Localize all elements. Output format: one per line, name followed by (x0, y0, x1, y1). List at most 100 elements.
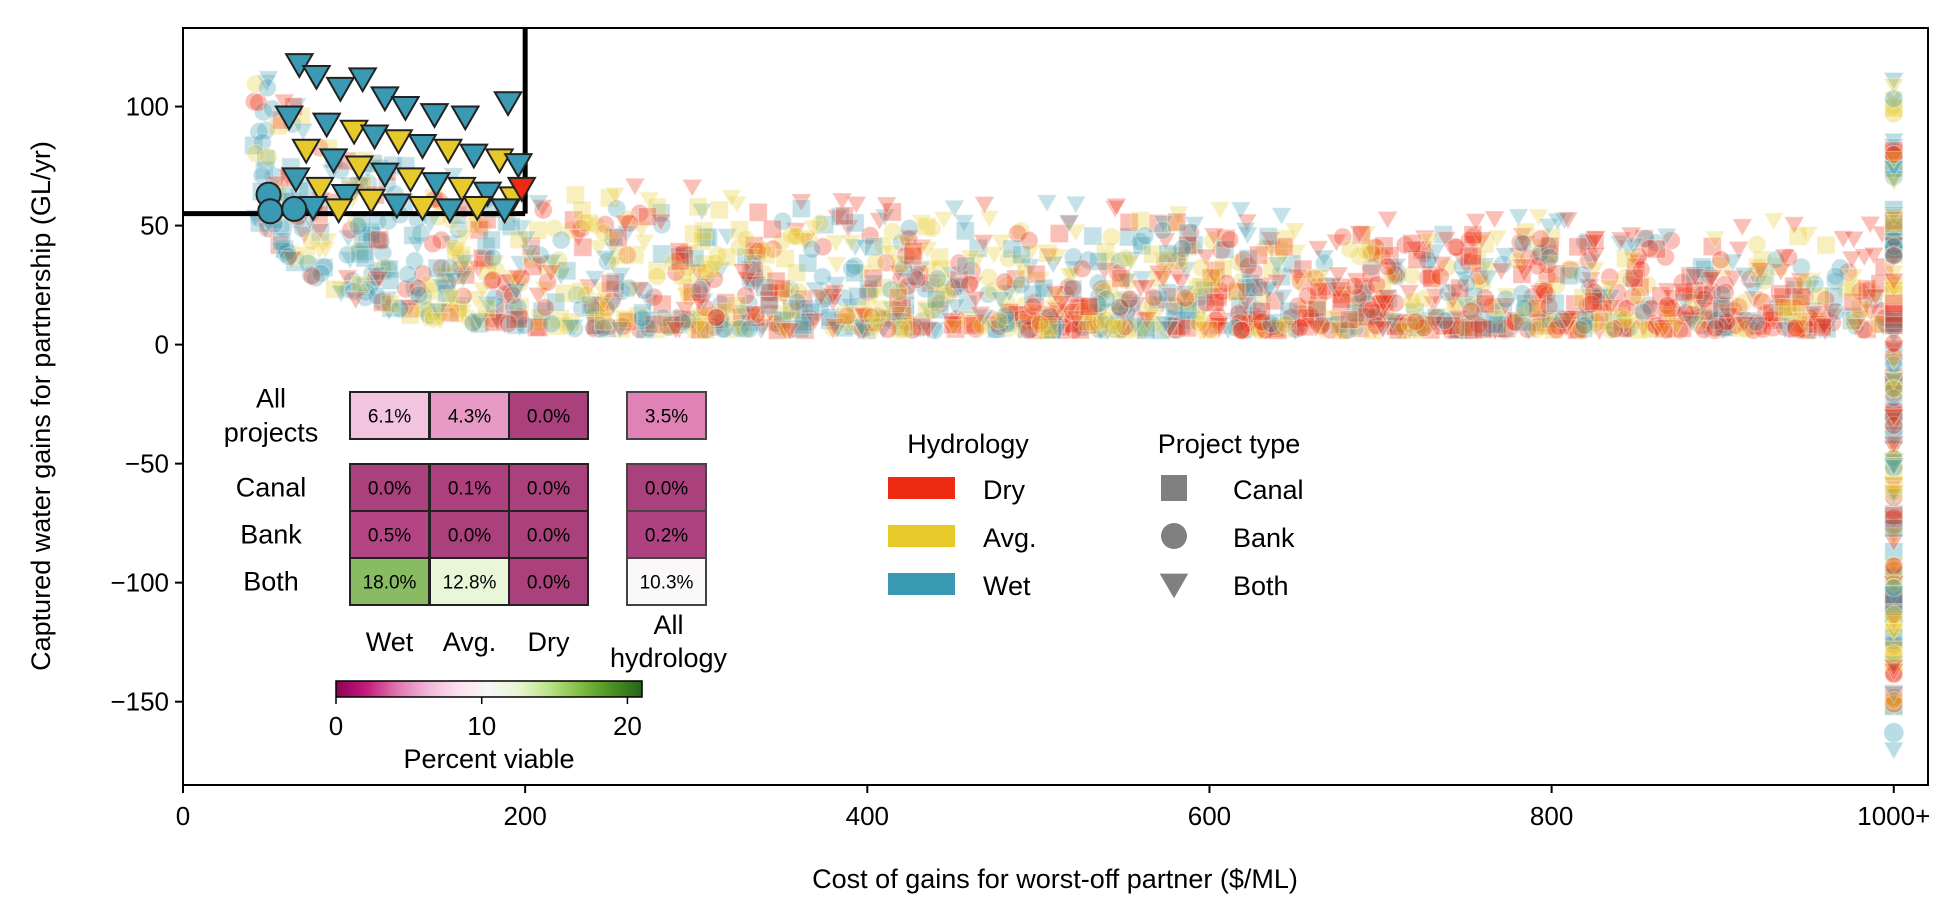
scatter-point (436, 303, 459, 323)
scatter-point (753, 240, 773, 260)
scatter-point (417, 300, 437, 320)
scatter-point (1616, 319, 1636, 339)
scatter-point (1577, 314, 1598, 334)
scatter-point (494, 300, 514, 320)
y-tick-label: −50 (125, 449, 169, 479)
scatter-point (1791, 287, 1811, 307)
scatter-point (917, 217, 937, 237)
scatter-point (647, 266, 667, 287)
scatter-point (978, 284, 998, 304)
scatter-point (1481, 297, 1501, 317)
scatter-point (912, 319, 935, 339)
scatter-point (1339, 309, 1359, 330)
scatter-point (1634, 229, 1654, 249)
scatter-point (839, 297, 862, 317)
scatter-point (1260, 239, 1283, 259)
viable-point (390, 95, 421, 122)
scatter-point (1286, 319, 1306, 339)
colorbar-tick-label: 20 (613, 711, 642, 741)
scatter-point (1317, 277, 1337, 297)
scatter-point (1211, 241, 1231, 261)
scatter-point (1496, 289, 1516, 309)
scatter-point (1605, 319, 1625, 339)
scatter-point (1811, 286, 1831, 306)
hydrology-legend-swatch (888, 477, 955, 499)
scatter-point (600, 273, 620, 294)
scatter-point (493, 316, 516, 336)
scatter-point (958, 294, 978, 314)
scatter-point (1387, 267, 1407, 287)
scatter-point (1260, 318, 1283, 338)
scatter-point (1306, 277, 1326, 297)
scatter-point (1523, 321, 1546, 341)
scatter-point (960, 274, 980, 294)
scatter-point (573, 237, 593, 257)
x-tick-label: 0 (176, 801, 190, 831)
scatter-point (623, 177, 646, 197)
scatter-point (1208, 287, 1228, 307)
scatter-point (1762, 212, 1785, 232)
scatter-point (1816, 235, 1836, 255)
scatter-point (1008, 322, 1031, 342)
scatter-point (819, 286, 839, 306)
scatter-point (739, 319, 759, 339)
scatter-point (1505, 317, 1528, 337)
scatter-point (1476, 309, 1496, 329)
scatter-point (1394, 313, 1417, 333)
project-type-legend-label: Bank (1233, 523, 1295, 553)
scatter-point (1654, 302, 1677, 322)
scatter-point (1691, 316, 1711, 336)
scatter-point (698, 227, 718, 248)
hydrology-legend-title: Hydrology (907, 429, 1029, 459)
heatmap-cell-label: 0.0% (527, 573, 570, 594)
scatter-point (741, 312, 761, 332)
scatter-point (1853, 248, 1876, 268)
scatter-point (845, 195, 868, 215)
scatter-point (1414, 243, 1435, 264)
scatter-point (989, 310, 1009, 331)
scatter-point (1101, 227, 1121, 247)
scatter-point (1537, 267, 1557, 287)
scatter-point (1169, 246, 1192, 265)
scatter-point (736, 247, 756, 267)
x-tick-label: 400 (846, 801, 889, 831)
scatter-point (1723, 301, 1743, 321)
scatter-point (1755, 266, 1775, 286)
scatter-point (1270, 207, 1293, 226)
scatter-point (1106, 319, 1126, 339)
scatter-point (1079, 296, 1099, 317)
strip-point (1884, 643, 1904, 664)
scatter-point (740, 272, 760, 292)
colorbar-tick-label: 10 (467, 711, 496, 741)
scatter-point (608, 228, 628, 248)
scatter-point (1628, 246, 1649, 267)
strip-point (1884, 315, 1904, 336)
scatter-point (1531, 299, 1551, 319)
scatter-point (1513, 233, 1533, 253)
scatter-point (1458, 315, 1478, 335)
strip-point (1884, 246, 1904, 266)
scatter-point (1438, 257, 1458, 277)
scatter-point (780, 279, 800, 300)
scatter-point (1671, 306, 1691, 326)
scatter-point (1578, 234, 1599, 254)
scatter-point (688, 310, 711, 330)
scatter-point (404, 276, 424, 296)
scatter-point (912, 311, 933, 331)
scatter-point (1560, 259, 1580, 279)
scatter-point (413, 309, 436, 329)
scatter-point (802, 239, 822, 259)
viable-point (301, 65, 332, 91)
scatter-point (431, 258, 452, 278)
scatter-point (822, 321, 845, 341)
scatter-point (483, 270, 503, 290)
strip-point (1883, 722, 1905, 744)
y-tick-label: −150 (110, 687, 169, 717)
scatter-point (589, 299, 610, 320)
scatter-point (944, 279, 964, 299)
scatter-point (1118, 271, 1138, 291)
viability-heatmap: 6.1% 4.3% 0.0% 3.5% All projects 0.0% 0.1% 0.0% 0… (224, 384, 728, 674)
scatter-point (630, 203, 650, 224)
scatter-point (787, 292, 807, 312)
scatter-point (1201, 267, 1221, 288)
